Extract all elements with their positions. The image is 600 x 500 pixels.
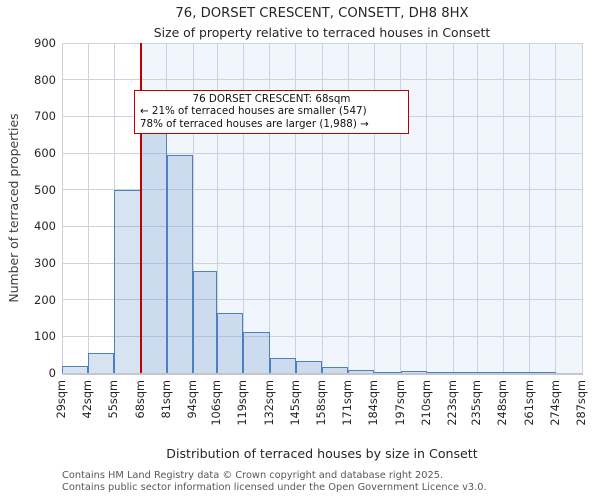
y-tick-label: 100 xyxy=(34,329,56,344)
x-tick-label: 223sqm xyxy=(446,380,459,426)
annotation-box: 76 DORSET CRESCENT: 68sqm ← 21% of terra… xyxy=(134,90,409,135)
histogram-bar-171sqm xyxy=(348,370,375,373)
gridline-vertical xyxy=(373,43,375,373)
x-axis-line xyxy=(62,373,583,375)
gridline-horizontal xyxy=(62,262,582,264)
histogram-bar-210sqm xyxy=(426,372,453,373)
gridline-vertical xyxy=(269,43,271,373)
gridline-vertical xyxy=(426,43,428,373)
x-tick-label: 145sqm xyxy=(288,380,302,426)
gridline-vertical xyxy=(581,43,583,373)
property-size-marker-line xyxy=(139,43,142,373)
y-tick-label: 700 xyxy=(34,109,56,124)
histogram-bar-94sqm xyxy=(193,271,218,373)
gridline-vertical xyxy=(529,43,531,373)
y-tick-label: 600 xyxy=(34,146,56,160)
gridline-vertical xyxy=(400,43,402,373)
histogram-bar-68sqm xyxy=(140,118,167,373)
histogram-bar-145sqm xyxy=(295,361,322,373)
gridline-vertical xyxy=(347,43,349,373)
x-tick-label: 261sqm xyxy=(522,380,536,426)
gridline-horizontal xyxy=(62,335,582,337)
histogram-bar-81sqm xyxy=(166,154,193,373)
y-tick-label: 0 xyxy=(48,366,56,380)
gridline-vertical xyxy=(242,43,244,373)
x-tick-label: 274sqm xyxy=(548,380,562,426)
gridline-horizontal xyxy=(62,225,582,227)
gridline-horizontal xyxy=(62,152,582,154)
x-tick-label: 94sqm xyxy=(186,380,199,419)
gridline-horizontal xyxy=(62,189,582,191)
gridline-vertical xyxy=(295,43,297,373)
gridline-vertical xyxy=(216,43,218,373)
histogram-bar-223sqm xyxy=(453,371,478,373)
x-tick-label: 235sqm xyxy=(470,380,484,426)
x-tick-label: 119sqm xyxy=(236,380,250,426)
histogram-bar-235sqm xyxy=(477,372,504,373)
footer-copyright-line-2: Contains public sector information licen… xyxy=(62,482,487,493)
x-tick-label: 158sqm xyxy=(315,380,328,426)
y-axis-title: Number of terraced properties xyxy=(6,113,21,303)
histogram-bar-184sqm xyxy=(374,372,401,373)
gridline-horizontal xyxy=(62,299,582,301)
histogram-bar-132sqm xyxy=(269,357,296,373)
x-tick-label: 68sqm xyxy=(133,380,147,419)
histogram-bar-119sqm xyxy=(243,331,270,373)
x-axis-title: Distribution of terraced houses by size … xyxy=(166,446,478,461)
x-tick-label: 29sqm xyxy=(55,380,68,419)
gridline-horizontal xyxy=(62,42,582,44)
histogram-bar-55sqm xyxy=(114,189,141,373)
histogram-bar-158sqm xyxy=(322,367,349,373)
histogram-bar-42sqm xyxy=(88,352,115,373)
chart-title: 76, DORSET CRESCENT, CONSETT, DH8 8HX xyxy=(175,6,469,21)
x-tick-label: 106sqm xyxy=(210,380,224,426)
x-tick-label: 184sqm xyxy=(367,380,381,426)
gridline-vertical xyxy=(192,43,194,373)
histogram-bar-197sqm xyxy=(400,371,427,373)
gridline-vertical xyxy=(321,43,323,373)
x-tick-label: 287sqm xyxy=(575,380,588,426)
gridline-vertical xyxy=(502,43,504,373)
x-tick-label: 81sqm xyxy=(159,380,173,419)
y-tick-label: 900 xyxy=(34,36,56,50)
histogram-bar-248sqm xyxy=(503,372,530,373)
y-tick-label: 300 xyxy=(34,256,56,270)
x-tick-label: 210sqm xyxy=(419,380,433,426)
y-tick-label: 200 xyxy=(34,292,56,307)
annotation-line-2: ← 21% of terraced houses are smaller (54… xyxy=(140,105,367,118)
gridline-vertical xyxy=(87,43,89,373)
footer-copyright-line-1: Contains HM Land Registry data © Crown c… xyxy=(62,470,444,481)
plot-area: 76 DORSET CRESCENT: 68sqm ← 21% of terra… xyxy=(61,42,583,373)
gridline-vertical xyxy=(61,43,63,373)
gridline-vertical xyxy=(555,43,557,373)
annotation-line-1: 76 DORSET CRESCENT: 68sqm xyxy=(192,93,351,105)
x-tick-label: 171sqm xyxy=(341,380,355,426)
x-tick-label: 197sqm xyxy=(393,380,407,426)
annotation-line-3: 78% of terraced houses are larger (1,988… xyxy=(140,117,369,130)
gridline-vertical xyxy=(452,43,454,373)
x-tick-label: 248sqm xyxy=(496,380,510,426)
x-tick-label: 42sqm xyxy=(81,380,95,419)
histogram-bar-261sqm xyxy=(529,372,556,373)
y-tick-label: 500 xyxy=(34,182,56,197)
x-tick-label: 132sqm xyxy=(262,380,276,426)
gridline-vertical xyxy=(476,43,478,373)
y-tick-label: 400 xyxy=(34,219,56,234)
gridline-horizontal xyxy=(62,79,582,81)
y-tick-label: 800 xyxy=(34,72,56,87)
chart-subtitle: Size of property relative to terraced ho… xyxy=(153,25,491,40)
histogram-bar-106sqm xyxy=(217,312,244,373)
x-tick-label: 55sqm xyxy=(107,380,121,419)
histogram-bar-29sqm xyxy=(62,365,89,373)
